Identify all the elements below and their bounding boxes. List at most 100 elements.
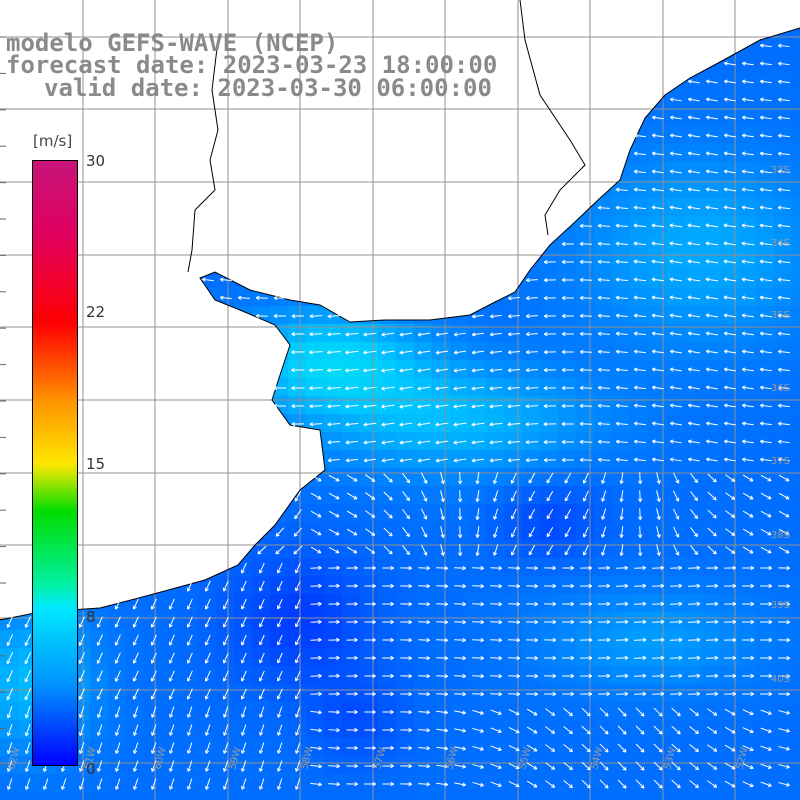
wind-arrow <box>725 528 736 536</box>
wind-arrow <box>638 508 643 520</box>
speed-cell <box>90 648 109 667</box>
wind-arrow <box>581 707 591 717</box>
speed-cell <box>306 360 325 379</box>
speed-cell <box>342 684 361 703</box>
wind-arrow <box>328 673 340 679</box>
wind-arrow <box>690 527 698 538</box>
wind-arrow <box>273 385 287 391</box>
wind-arrow <box>472 709 484 715</box>
wind-arrow <box>327 314 341 319</box>
speed-cell <box>792 522 800 541</box>
speed-cell <box>198 612 217 631</box>
wind-arrow <box>652 583 665 588</box>
wind-arrow <box>435 368 449 373</box>
speed-cell <box>576 504 595 523</box>
wind-arrow <box>381 404 395 409</box>
wind-arrow <box>24 669 32 683</box>
wind-arrow <box>638 472 643 485</box>
wind-arrow <box>759 61 772 66</box>
speed-cell <box>324 666 343 685</box>
speed-cell <box>522 324 541 343</box>
wind-arrow <box>561 241 574 247</box>
wind-arrow <box>168 670 175 682</box>
speed-cell <box>792 738 800 757</box>
wind-arrow <box>617 743 627 753</box>
latitude-label: 36S <box>771 383 790 394</box>
speed-cell <box>360 576 379 595</box>
wind-arrow <box>471 404 485 409</box>
wind-arrow <box>633 619 647 624</box>
speed-cell <box>720 792 739 800</box>
wind-arrow <box>528 490 536 502</box>
speed-cell <box>180 612 199 631</box>
wind-arrow <box>223 724 229 736</box>
wind-arrow <box>759 259 773 264</box>
speed-cell <box>684 666 703 685</box>
wind-arrow <box>346 546 358 554</box>
wind-arrow <box>705 457 718 462</box>
wind-arrow <box>705 655 719 661</box>
wind-arrow <box>78 670 85 682</box>
wind-arrow <box>579 241 592 247</box>
speed-cell <box>576 576 595 595</box>
wind-arrow <box>669 223 683 228</box>
wind-arrow <box>421 490 428 502</box>
wind-arrow <box>760 474 772 482</box>
wind-arrow <box>345 332 359 337</box>
wind-arrow <box>240 562 247 574</box>
wind-arrow <box>364 474 376 482</box>
wind-arrow <box>669 313 683 318</box>
wind-arrow <box>760 510 772 518</box>
wind-arrow <box>309 386 323 391</box>
speed-cell <box>324 684 343 703</box>
wind-arrow <box>526 673 539 679</box>
wind-arrow <box>97 778 103 790</box>
wind-arrow <box>133 760 139 772</box>
speed-cell <box>324 378 343 397</box>
wind-arrow <box>633 205 647 210</box>
speed-cell <box>738 792 757 800</box>
speed-cell <box>522 792 541 800</box>
wind-arrow <box>472 620 485 625</box>
wind-arrow <box>440 544 445 556</box>
wind-arrow <box>616 601 629 606</box>
speed-cell <box>792 540 800 559</box>
wind-arrow <box>471 332 484 337</box>
wind-arrow <box>580 655 593 661</box>
speed-cell <box>468 450 487 469</box>
speed-cell <box>414 378 433 397</box>
speed-cell <box>414 450 433 469</box>
wind-arrow <box>723 367 736 372</box>
speed-cell <box>396 378 415 397</box>
wind-arrow <box>363 368 377 373</box>
wind-arrow <box>151 724 157 736</box>
wind-arrow <box>741 349 754 354</box>
wind-arrow <box>508 637 521 643</box>
wind-arrow <box>205 706 211 718</box>
wind-arrow <box>543 295 556 301</box>
speed-cell <box>486 522 505 541</box>
wind-arrow <box>760 492 772 500</box>
speed-cell <box>414 792 433 800</box>
wind-arrow <box>599 779 609 789</box>
wind-arrow <box>759 187 773 192</box>
speed-cell <box>252 774 271 793</box>
speed-cell <box>288 540 307 559</box>
speed-cell <box>378 378 397 397</box>
speed-cell <box>144 792 163 800</box>
wind-arrow <box>151 706 157 718</box>
wind-arrow <box>364 745 376 751</box>
wind-arrow <box>96 616 103 628</box>
wind-arrow <box>223 760 229 772</box>
wind-arrow <box>601 490 607 502</box>
wind-arrow <box>508 673 521 679</box>
speed-cell <box>792 342 800 361</box>
wind-arrow <box>689 726 699 735</box>
speed-cell <box>540 504 559 523</box>
wind-arrow <box>669 187 683 192</box>
wind-arrow <box>381 350 395 355</box>
wind-arrow <box>327 350 341 355</box>
wind-arrow <box>652 691 665 696</box>
wind-arrow <box>400 583 412 589</box>
speed-cell <box>594 468 613 487</box>
